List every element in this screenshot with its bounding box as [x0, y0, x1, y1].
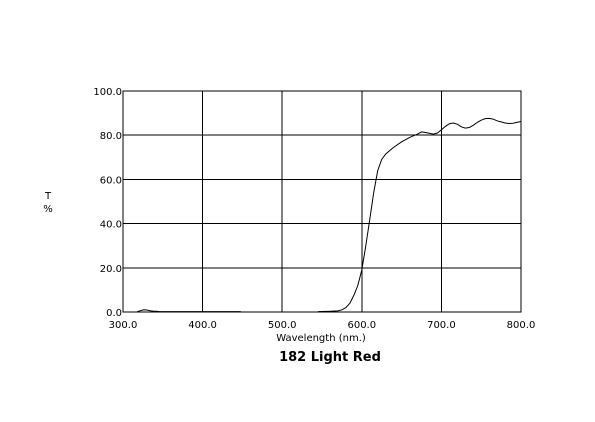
y-axis-label-top: T: [44, 191, 52, 202]
y-tick-label: 20.0: [100, 264, 122, 275]
x-tick-label: 600.0: [347, 320, 376, 331]
y-tick-label: 0.0: [106, 308, 122, 319]
x-tick-label: 300.0: [109, 320, 138, 331]
x-tick-label: 700.0: [427, 320, 456, 331]
x-tick-label: 400.0: [188, 320, 217, 331]
transmission-curve: [137, 309, 241, 313]
y-axis-label-bottom: %: [43, 204, 53, 215]
x-axis-label: Wavelength (nm.): [276, 333, 366, 344]
series-layer: [137, 117, 522, 313]
y-tick-label: 60.0: [100, 175, 122, 186]
x-tick-label: 500.0: [268, 320, 297, 331]
y-tick-label: 80.0: [100, 131, 122, 142]
y-tick-label: 40.0: [100, 220, 122, 231]
y-tick-labels: 0.0 20.0 40.0 60.0 80.0 100.0: [93, 87, 122, 319]
y-tick-label: 100.0: [93, 87, 122, 98]
x-tick-label: 800.0: [507, 320, 536, 331]
chart-title: 182 Light Red: [279, 350, 381, 365]
x-tick-labels: 300.0 400.0 500.0 600.0 700.0 800.0: [109, 320, 536, 331]
transmission-curve: [317, 117, 522, 313]
plot-area: [122, 90, 522, 313]
grid-lines: [122, 90, 522, 313]
